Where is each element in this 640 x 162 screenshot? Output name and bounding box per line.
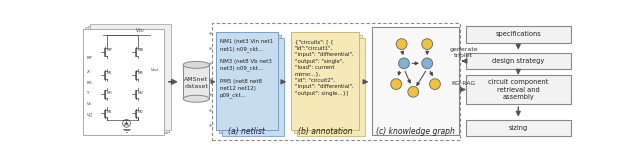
Text: $V_{out}$: $V_{out}$ — [150, 66, 159, 74]
FancyBboxPatch shape — [90, 24, 172, 130]
FancyBboxPatch shape — [83, 29, 164, 135]
Text: design strategy: design strategy — [492, 58, 545, 64]
Circle shape — [422, 58, 433, 69]
Text: $M_6$: $M_6$ — [137, 70, 144, 77]
Text: (a) netlist: (a) netlist — [228, 127, 265, 136]
FancyBboxPatch shape — [466, 52, 571, 69]
FancyBboxPatch shape — [183, 65, 209, 99]
Text: sizing: sizing — [509, 125, 528, 131]
Text: $M_P$: $M_P$ — [106, 47, 113, 54]
Text: AMSnet: AMSnet — [184, 77, 208, 82]
Text: $X$: $X$ — [86, 68, 92, 75]
FancyBboxPatch shape — [88, 26, 169, 132]
Text: $M_2$: $M_2$ — [137, 108, 144, 116]
Text: dataset: dataset — [184, 84, 208, 89]
Circle shape — [429, 79, 440, 90]
FancyBboxPatch shape — [466, 75, 571, 104]
Text: circuit component
retrieval and
assembly: circuit component retrieval and assembly — [488, 79, 548, 100]
Circle shape — [123, 120, 131, 127]
Text: $M_3$: $M_3$ — [106, 89, 113, 97]
Text: {"circuits": [ {
"id":"circuit1",
"input": "differential",
"output": "single",
": {"circuits": [ { "id":"circuit1", "input… — [294, 40, 353, 96]
FancyBboxPatch shape — [466, 120, 571, 136]
Text: $I_{SS}$: $I_{SS}$ — [123, 122, 130, 129]
FancyBboxPatch shape — [294, 35, 362, 133]
Circle shape — [391, 79, 402, 90]
Text: $M_B$: $M_B$ — [137, 47, 144, 54]
FancyBboxPatch shape — [291, 32, 359, 130]
Text: generate
triplet: generate triplet — [449, 47, 478, 58]
Text: NM1 (net3 Vin net1
net1) n09_ckt...

NM3 (net8 Vb net3
net3) n09_ckt...

PM5 (ne: NM1 (net3 Vin net1 net1) n09_ckt... NM3 … — [220, 40, 273, 98]
Text: $M_P$: $M_P$ — [86, 54, 93, 62]
Ellipse shape — [183, 61, 209, 68]
FancyBboxPatch shape — [219, 35, 281, 133]
Text: $V_{in}^+$: $V_{in}^+$ — [86, 111, 94, 120]
FancyBboxPatch shape — [85, 27, 167, 133]
Circle shape — [396, 39, 407, 49]
Circle shape — [399, 58, 410, 69]
Text: (b) annotation: (b) annotation — [298, 127, 352, 136]
Text: $M_4$: $M_4$ — [137, 89, 144, 97]
Text: KG-RAG: KG-RAG — [451, 81, 476, 87]
Text: $Y$: $Y$ — [86, 89, 91, 96]
Text: $V_b$: $V_b$ — [86, 101, 93, 108]
Ellipse shape — [183, 95, 209, 102]
Text: specifications: specifications — [495, 31, 541, 37]
Text: $M_1$: $M_1$ — [106, 70, 113, 77]
FancyBboxPatch shape — [216, 32, 278, 130]
Text: $M_1$: $M_1$ — [106, 108, 113, 116]
FancyBboxPatch shape — [222, 38, 284, 136]
Text: (c) knowledge graph: (c) knowledge graph — [376, 127, 455, 136]
FancyBboxPatch shape — [372, 27, 459, 135]
Text: $M_1$: $M_1$ — [86, 79, 93, 87]
Circle shape — [408, 87, 419, 97]
FancyBboxPatch shape — [466, 26, 571, 43]
FancyBboxPatch shape — [297, 38, 365, 136]
Circle shape — [422, 39, 433, 49]
Text: $V_{DD}$: $V_{DD}$ — [135, 27, 146, 35]
